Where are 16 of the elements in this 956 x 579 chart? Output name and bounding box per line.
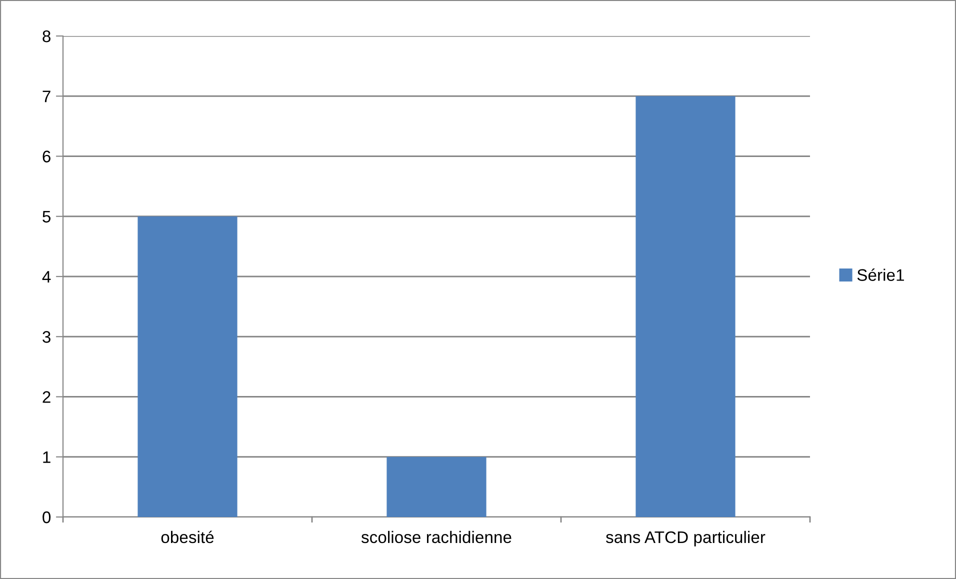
bar (636, 96, 736, 517)
x-tick-label: obesité (161, 530, 214, 544)
y-tick-label: 3 (42, 331, 50, 343)
bar (386, 456, 486, 517)
y-tick-label: 7 (42, 90, 50, 102)
x-tick-label: sans ATCD particulier (606, 530, 766, 546)
y-tick-label: 1 (43, 451, 50, 463)
y-tick-label: 5 (42, 210, 50, 223)
legend-label: Série1 (857, 268, 904, 281)
y-tick-label: 4 (42, 271, 51, 283)
y-tick-label: 6 (42, 150, 50, 162)
x-tick-label: scoliose rachidienne (361, 530, 512, 544)
y-tick-label: 8 (42, 30, 50, 42)
bar (138, 216, 238, 517)
y-tick-label: 0 (42, 511, 51, 524)
y-tick-label: 2 (42, 391, 50, 403)
